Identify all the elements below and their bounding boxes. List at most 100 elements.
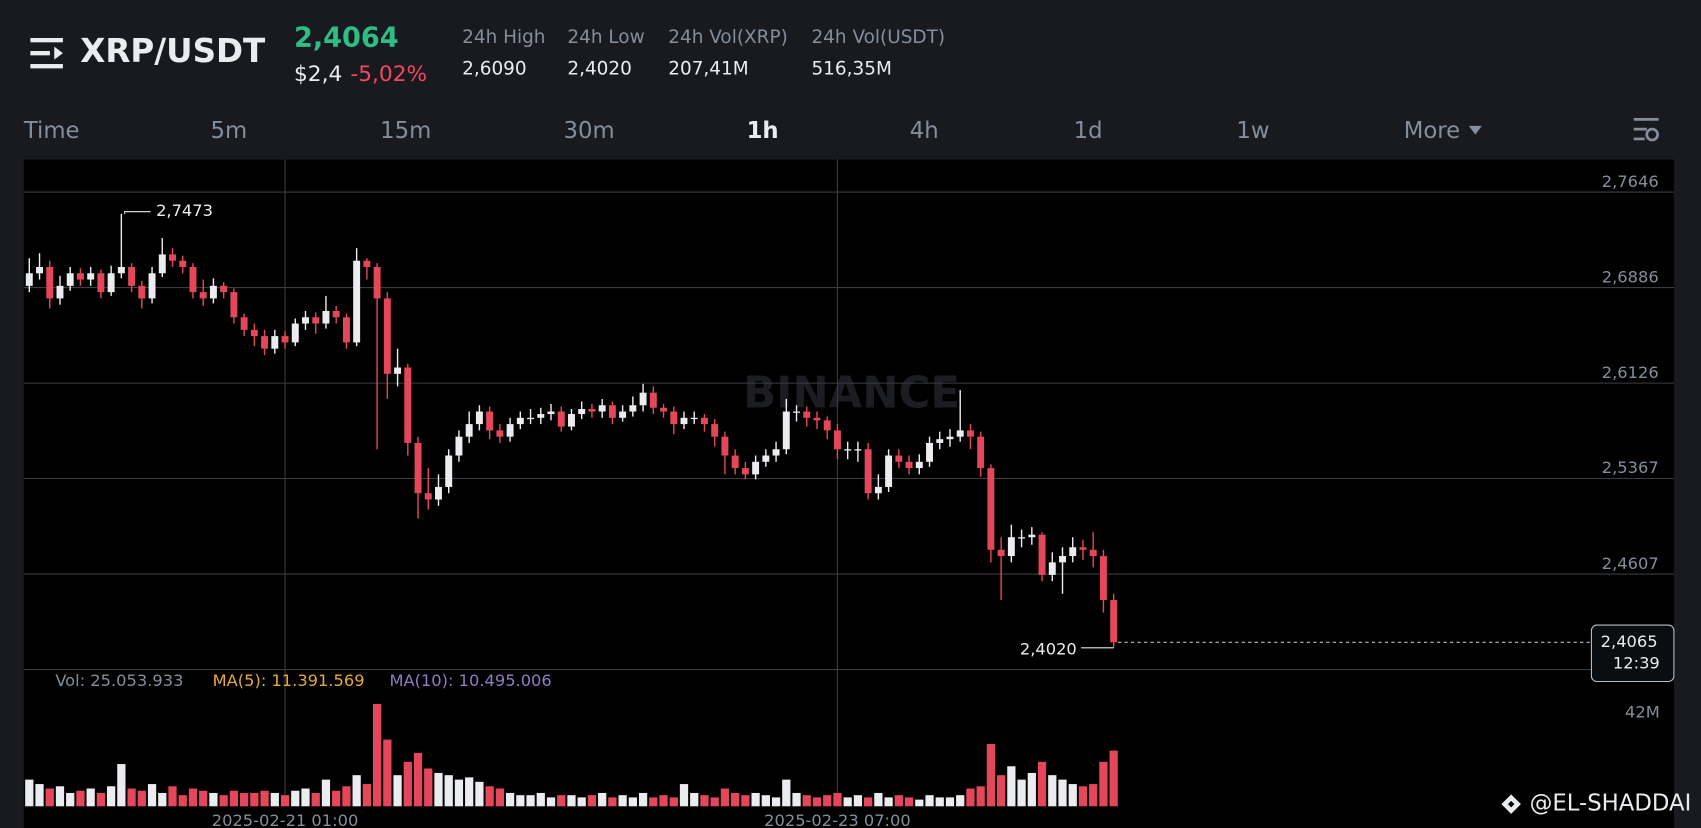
- candle-body: [588, 409, 596, 412]
- x-tick-label: 2025-02-23 07:00: [764, 811, 911, 828]
- timeframe-tab[interactable]: Time: [23, 118, 80, 144]
- candle-body: [690, 417, 698, 420]
- candle-body: [302, 317, 309, 324]
- volume-bar: [403, 761, 412, 807]
- volume-bar: [956, 795, 965, 807]
- dropdown-arrow: [1468, 125, 1482, 135]
- candle-body: [475, 411, 483, 425]
- y-tick-label: 2,5367: [1602, 458, 1659, 477]
- candle-body: [608, 405, 616, 418]
- candle-body: [752, 461, 760, 475]
- timeframe-tab[interactable]: 1w: [1236, 118, 1269, 144]
- volume-bar: [55, 786, 65, 807]
- timeframe-tab[interactable]: 5m: [211, 118, 248, 144]
- volume-bar: [679, 784, 689, 807]
- candle-body: [813, 417, 821, 421]
- candle-body: [363, 260, 371, 267]
- candle-body: [373, 266, 381, 299]
- volume-bar: [321, 779, 331, 807]
- volume-bar: [291, 790, 300, 807]
- timeframe-tab[interactable]: 1d: [1074, 118, 1103, 144]
- candle-body: [639, 392, 647, 406]
- volume-bar: [843, 797, 852, 807]
- volume-bar: [127, 788, 136, 807]
- volume-bar: [239, 792, 249, 807]
- candle-body: [649, 392, 657, 408]
- volume-bar: [935, 797, 944, 807]
- pair-name[interactable]: XRP/USDT: [80, 32, 266, 70]
- menu-icon[interactable]: [30, 37, 63, 69]
- volume-bar: [598, 792, 607, 807]
- candle-body: [660, 407, 668, 412]
- credit-icon: [1501, 794, 1521, 814]
- candle-body: [435, 486, 442, 500]
- volume-bar: [976, 786, 985, 807]
- volume-bar: [669, 797, 678, 807]
- volume-bar: [229, 790, 239, 807]
- candle-body: [36, 266, 43, 274]
- candle-body: [107, 273, 115, 293]
- volume-bar: [117, 764, 126, 807]
- candle-body: [1018, 537, 1026, 539]
- candle-body: [404, 367, 412, 443]
- settings-icon[interactable]: [1633, 118, 1659, 142]
- stat-label: 24h High: [462, 27, 545, 48]
- chart-area[interactable]: [23, 159, 1674, 828]
- last-price: 2,4064: [294, 23, 399, 54]
- volume-bar: [894, 795, 903, 807]
- volume-bar: [700, 795, 709, 807]
- candle-body: [1059, 556, 1066, 563]
- candle-body: [46, 266, 54, 299]
- volume-bar: [1027, 772, 1036, 807]
- candle-body: [291, 323, 299, 343]
- candle-body: [76, 273, 84, 280]
- menu-bar: [30, 64, 63, 69]
- candle-body: [895, 455, 903, 462]
- volume-bar: [997, 775, 1006, 807]
- candle-body: [189, 266, 197, 293]
- volume-bar: [188, 788, 198, 807]
- volume-bar: [362, 784, 371, 807]
- candle-body: [926, 442, 933, 462]
- candle-body: [721, 436, 729, 456]
- volume-bar: [137, 790, 146, 807]
- volume-bar: [495, 788, 504, 807]
- volume-bar: [270, 792, 279, 807]
- stat-value: 2,6090: [462, 58, 527, 79]
- last-price-box: [1590, 624, 1675, 683]
- timeframe-tab[interactable]: More: [1404, 118, 1460, 144]
- candle-body: [578, 409, 586, 415]
- volume-bar: [86, 788, 95, 807]
- volume-bar: [536, 792, 545, 807]
- volume-bar: [393, 775, 402, 807]
- menu-bar: [30, 37, 63, 43]
- volume-bar: [649, 797, 658, 807]
- candle-body: [568, 414, 575, 427]
- candle-body: [25, 273, 33, 286]
- volume-bar: [465, 777, 474, 807]
- volume-bar: [945, 797, 955, 807]
- volume-legend: MA(5): 11.391.569: [213, 671, 365, 690]
- candle-body: [1069, 547, 1077, 557]
- timeframe-tab[interactable]: 4h: [910, 118, 939, 144]
- candle-body: [455, 436, 463, 456]
- volume-bar: [475, 781, 484, 807]
- volume-bar: [802, 795, 811, 807]
- candle-body: [169, 254, 176, 261]
- candle-body: [250, 329, 258, 337]
- volume-bar: [107, 786, 116, 807]
- volume-bar: [25, 779, 34, 807]
- timeframe-tab[interactable]: 1h: [747, 118, 779, 144]
- menu-bar: [30, 51, 50, 56]
- volume-bar: [1048, 775, 1057, 807]
- price-change: -5,02%: [350, 62, 427, 87]
- stat-label: 24h Low: [567, 27, 644, 48]
- volume-bar: [690, 792, 699, 807]
- candle-body: [782, 411, 790, 450]
- timeframe-tab[interactable]: 15m: [380, 118, 431, 144]
- timeframe-tab[interactable]: 30m: [563, 118, 614, 144]
- credit: @EL-SHADDAI: [1530, 791, 1692, 817]
- volume-bar: [792, 792, 801, 807]
- volume-bar: [618, 795, 627, 807]
- stat-value: 2,4020: [567, 58, 632, 79]
